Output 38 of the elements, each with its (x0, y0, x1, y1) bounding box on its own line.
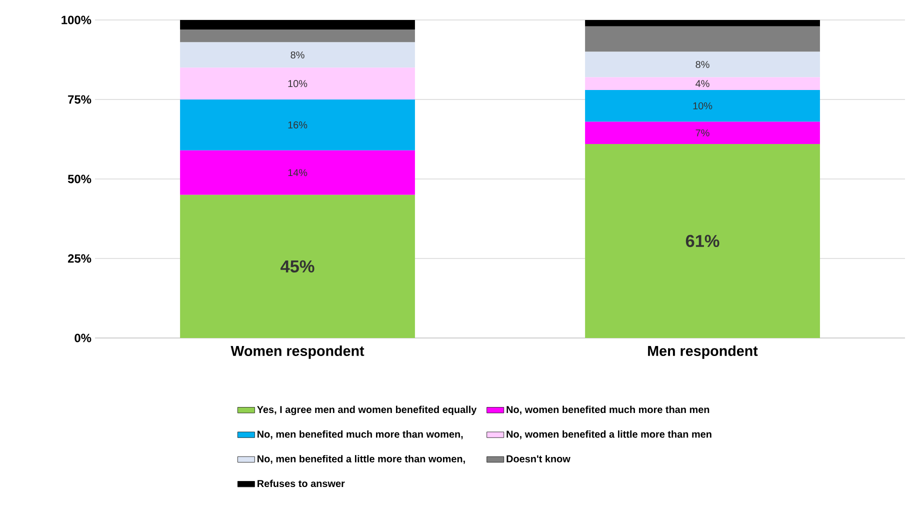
x-tick-label: Men respondent (648, 345, 758, 359)
legend-label: No, men benefited much more than women, (258, 430, 463, 440)
data-label: 7% (696, 129, 710, 136)
y-tick-label: 75% (68, 95, 92, 104)
data-label: 45% (280, 260, 314, 273)
data-label: 8% (290, 51, 304, 58)
legend-label: No, men benefited a little more than women, (258, 455, 465, 464)
legend-label: Refuses to answer (258, 480, 345, 488)
data-label: 4% (696, 80, 710, 88)
legend-label: No, women benefited a little more than men (506, 430, 712, 440)
bar (585, 77, 820, 90)
bar (180, 150, 415, 195)
bar (585, 90, 820, 122)
bar (180, 68, 415, 100)
bar (180, 42, 415, 68)
x-tick-label: Women respondent (230, 345, 364, 359)
legend-label: No, women benefited much more than men (506, 406, 710, 415)
legend-label: Doesn't know (506, 455, 570, 462)
bar (585, 144, 820, 338)
data-label: 61% (686, 234, 720, 248)
bar (180, 20, 415, 30)
y-tick-label: 0% (74, 334, 92, 342)
data-label: 10% (288, 80, 308, 88)
bar (180, 99, 415, 150)
bar (585, 52, 820, 78)
bar (180, 194, 415, 338)
data-label: 8% (696, 60, 710, 68)
legend-label: Yes, I agree men and women benefited equally (257, 406, 477, 416)
data-label: 16% (288, 121, 308, 128)
bar (585, 26, 820, 52)
y-tick-label: 50% (68, 174, 92, 184)
y-tick-label: 25% (68, 254, 92, 263)
bar (585, 20, 820, 26)
data-label: 14% (288, 169, 308, 176)
bar (180, 30, 415, 42)
y-tick-label: 100% (62, 16, 92, 24)
bar (585, 122, 820, 144)
data-label: 10% (693, 102, 712, 110)
